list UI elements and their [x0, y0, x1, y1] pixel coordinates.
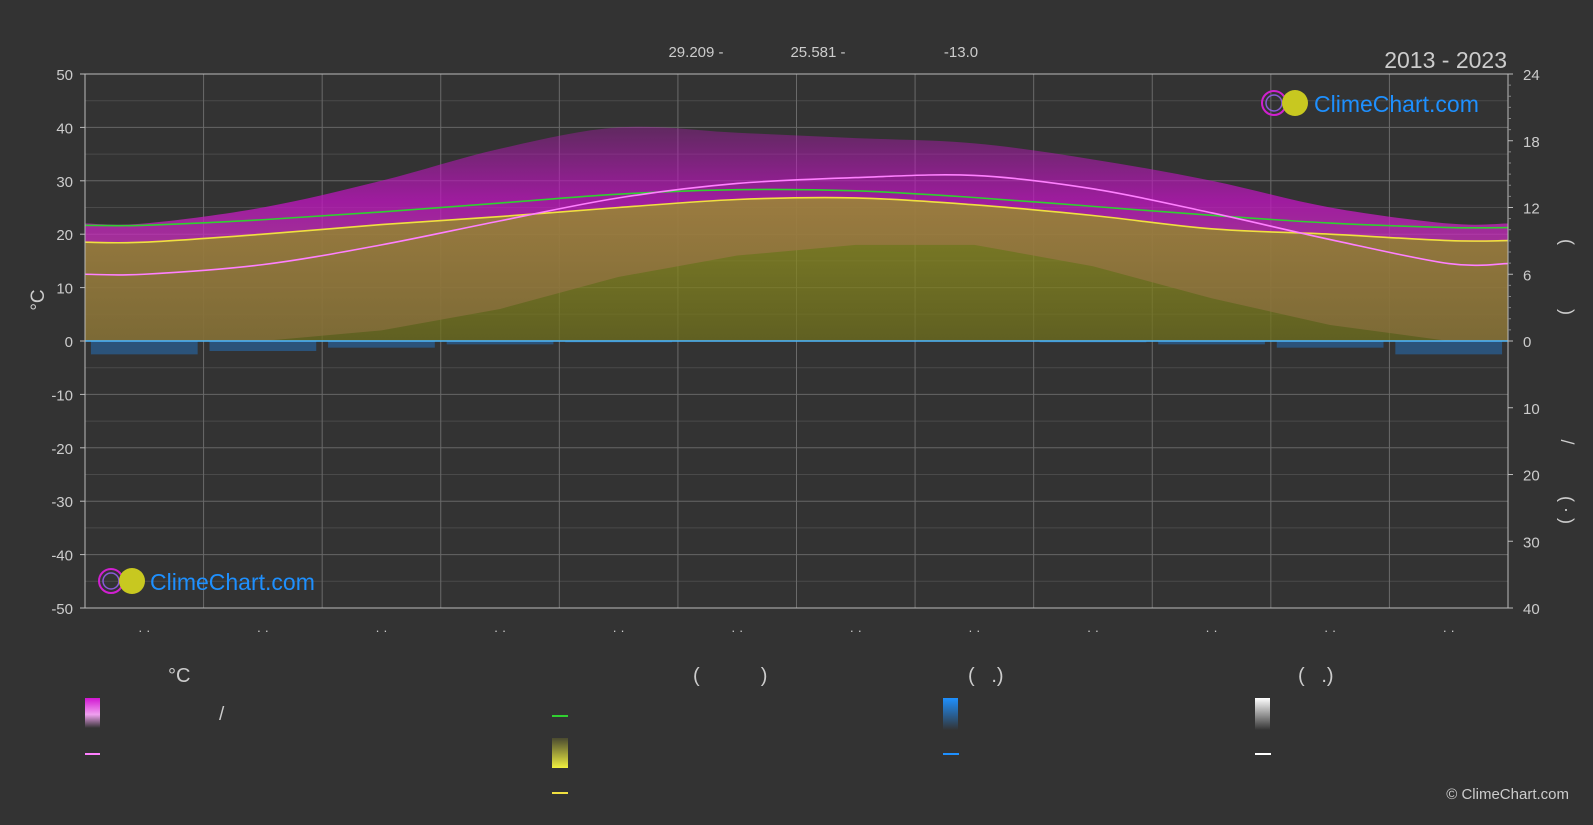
svg-text:(: (	[1557, 239, 1577, 245]
right-tick-label-bottom: 10	[1523, 401, 1540, 418]
legend-swatch-sunshine	[552, 738, 568, 768]
x-tick-label: · ·	[257, 623, 269, 638]
max-temp-line	[84, 174, 1509, 276]
y-tick-label: 40	[56, 120, 73, 137]
y-tick-label: -20	[51, 441, 73, 458]
logo-text-bottom: ClimeChart.com	[150, 569, 315, 595]
right-tick-label-top: 24	[1523, 67, 1540, 84]
legend-swatch-sunshine-line	[552, 792, 568, 794]
logo-top: ClimeChart.com	[1261, 90, 1479, 117]
rain-bar	[1395, 341, 1503, 355]
legend-swatch-snow-line	[1255, 753, 1271, 755]
top-value-2: 25.581 -	[790, 44, 845, 61]
daylight-line	[84, 188, 1509, 229]
right-tick-label-bottom: 30	[1523, 534, 1540, 551]
svg-text:): )	[1557, 309, 1577, 315]
logo-text-top: ClimeChart.com	[1314, 91, 1479, 117]
right-axis-label: ( ) / ( · )	[1557, 239, 1577, 524]
y-tick-label: -30	[51, 494, 73, 511]
legend-swatch-temp-range	[85, 698, 100, 728]
x-tick-label: · ·	[494, 623, 506, 638]
y-tick-label: -10	[51, 387, 73, 404]
logo-ring-inner-icon	[1265, 94, 1283, 112]
legend-text-temp-range: /	[219, 704, 225, 725]
rain-bar	[446, 341, 554, 345]
x-tick-label: · ·	[138, 623, 150, 638]
legend-swatch-rain-line	[943, 753, 959, 755]
logo-sun-icon	[119, 568, 145, 594]
x-tick-label: · ·	[850, 623, 862, 638]
x-tick-label: · ·	[1205, 623, 1217, 638]
logo-sun-icon	[1282, 90, 1308, 116]
y-tick-label: 50	[56, 67, 73, 84]
y-tick-label: 10	[56, 281, 73, 298]
legend-heading-temperature: °C	[168, 665, 191, 687]
right-tick-label-bottom: 20	[1523, 468, 1540, 485]
rain-bar	[1276, 341, 1384, 348]
rain-bar	[328, 341, 435, 348]
legend-swatch-rain	[943, 698, 958, 730]
logo-bottom: ClimeChart.com	[98, 568, 315, 595]
right-tick-label-top: 12	[1523, 201, 1540, 218]
legend-swatch-daylight	[552, 715, 568, 717]
x-tick-label: · ·	[1087, 623, 1099, 638]
legend-heading-rain: ( .)	[968, 665, 1004, 687]
x-tick-label: · ·	[1443, 623, 1455, 638]
series-lines	[84, 174, 1509, 342]
right-tick-label-top: 18	[1523, 134, 1540, 151]
y-tick-label: 20	[56, 227, 73, 244]
x-tick-label: · ·	[968, 623, 980, 638]
y-axis-label: °C	[28, 289, 49, 310]
legend-swatch-snow	[1255, 698, 1270, 730]
y-tick-label: 0	[65, 334, 73, 351]
axes: 50 40 30 20 10 0 -10 -20 -30 -40 -50 24 18 12 6 0 10 20 30…	[51, 67, 1539, 638]
right-tick-label-top: 0	[1523, 334, 1531, 351]
x-tick-label: · ·	[375, 623, 387, 638]
svg-text:( · ): ( · )	[1557, 496, 1577, 524]
period-label: 2013 - 2023	[1384, 47, 1507, 73]
legend-heading-sun: ( )	[693, 665, 768, 687]
legend-heading-snow: ( .)	[1298, 665, 1334, 687]
top-value-1: 29.209 -	[668, 44, 723, 61]
right-tick-label-bottom: 40	[1523, 601, 1540, 618]
y-tick-label: -40	[51, 548, 73, 565]
top-value-3: -13.0	[944, 44, 978, 61]
legend-swatch-max-temp	[85, 753, 100, 755]
y-tick-label: 30	[56, 174, 73, 191]
y-tick-label: -50	[51, 601, 73, 618]
svg-text:/: /	[1557, 439, 1577, 444]
right-tick-label-top: 6	[1523, 267, 1531, 284]
x-tick-label: · ·	[731, 623, 743, 638]
copyright: © ClimeChart.com	[1446, 786, 1569, 803]
x-tick-label: · ·	[612, 623, 624, 638]
rain-bar	[209, 341, 317, 352]
sunshine-line	[84, 196, 1509, 244]
rain-bar	[90, 341, 198, 355]
x-tick-label: · ·	[1324, 623, 1336, 638]
rain-bar	[1158, 341, 1265, 345]
